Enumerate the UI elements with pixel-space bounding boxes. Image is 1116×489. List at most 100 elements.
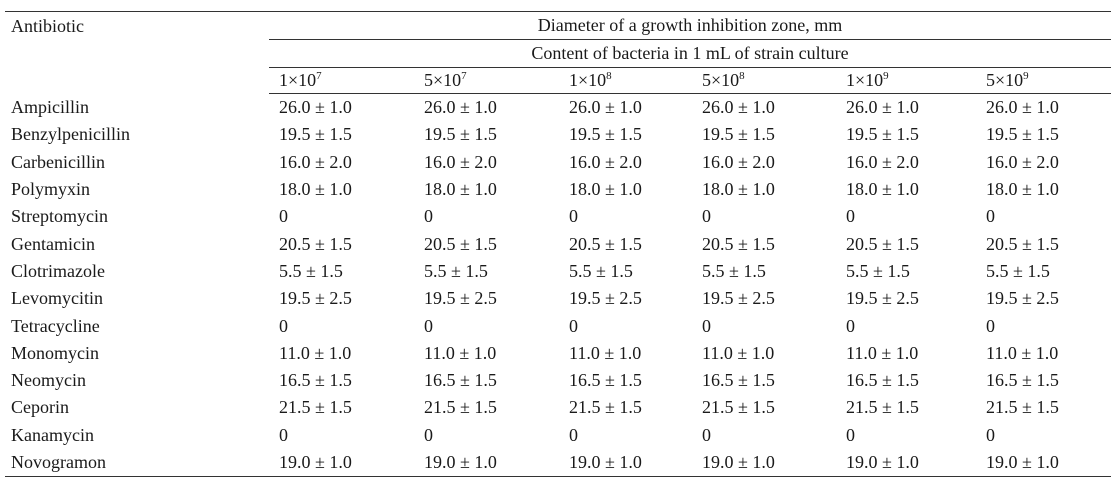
- antibiotic-name: Novogramon: [5, 448, 269, 478]
- zone-value-cell: 26.0 ± 1.0: [424, 97, 497, 118]
- zone-value-cell: 18.0 ± 1.0: [702, 179, 775, 200]
- header-row-zone: Antibiotic Diameter of a growth inhibiti…: [5, 11, 1112, 94]
- zone-value-cell: 21.5 ± 1.5: [424, 397, 497, 418]
- header-row-content: Content of bacteria in 1 mL of strain cu…: [5, 39, 1112, 68]
- zone-value-cell: 20.5 ± 1.5: [846, 233, 919, 254]
- concentration-base: 1×10: [279, 70, 317, 90]
- antibiotic-column-header: Antibiotic: [5, 11, 269, 94]
- zone-value-cell: 19.5 ± 2.5: [569, 288, 642, 309]
- zone-value-cell: 19.5 ± 2.5: [424, 288, 497, 309]
- table-row: Clotrimazole 5.5 ± 1.5 5.5 ± 1.5 5.5 ± 1.5 5…: [5, 258, 1111, 285]
- zone-value-cell: 0: [986, 315, 995, 336]
- zone-value-cell: 5.5 ± 1.5: [986, 260, 1050, 281]
- zone-value-cell: 5.5 ± 1.5: [279, 260, 343, 281]
- table-body: Ampicillin 26.0 ± 1.0 26.0 ± 1.0 26.0 ± 1.0…: [5, 94, 1112, 478]
- zone-value-cell: 19.5 ± 2.5: [846, 288, 919, 309]
- zone-value-cell: 16.5 ± 1.5: [846, 370, 919, 391]
- zone-value-cell: 19.5 ± 1.5: [846, 124, 919, 145]
- zone-value-cell: 0: [279, 206, 288, 227]
- zone-value-cell: 0: [424, 206, 433, 227]
- antibiotic-name: Polymyxin: [11, 179, 91, 200]
- zone-value-cell: 5.5 ± 1.5: [569, 260, 633, 281]
- antibiotic-table-container: Antibiotic Diameter of a growth inhibiti…: [5, 11, 1112, 478]
- antibiotic-name: Benzylpenicillin: [11, 124, 130, 145]
- concentration-base: 1×10: [569, 70, 607, 90]
- zone-value-cell: 16.5 ± 1.5: [569, 370, 642, 391]
- antibiotic-name: Ceporin: [11, 397, 69, 418]
- antibiotic-name: Tetracycline: [11, 315, 100, 336]
- zone-value-cell: 21.5 ± 1.5: [279, 397, 352, 418]
- zone-value-cell: 19.0 ± 1.0: [836, 448, 976, 478]
- zone-value-cell: 0: [424, 424, 433, 445]
- zone-value-cell: 0: [846, 206, 855, 227]
- zone-value-cell: 21.5 ± 1.5: [986, 397, 1059, 418]
- concentration-base: 5×10: [986, 70, 1024, 90]
- zone-value-cell: 5.5 ± 1.5: [846, 260, 910, 281]
- concentration-exponent: 8: [739, 70, 745, 82]
- zone-value-cell: 19.0 ± 1.0: [414, 448, 559, 478]
- concentration-base: 1×10: [846, 70, 884, 90]
- zone-value-cell: 18.0 ± 1.0: [846, 179, 919, 200]
- antibiotic-name: Ampicillin: [11, 96, 89, 117]
- concentration-header: 5×108: [692, 67, 836, 94]
- table-row: Ampicillin 26.0 ± 1.0 26.0 ± 1.0 26.0 ± 1.0…: [5, 94, 1111, 122]
- zone-value-cell: 5.5 ± 1.5: [702, 260, 766, 281]
- concentration-header: 1×107: [269, 67, 414, 94]
- zone-value-cell: 11.0 ± 1.0: [986, 342, 1059, 363]
- zone-value-cell: 21.5 ± 1.5: [702, 397, 775, 418]
- table-row: Polymyxin 18.0 ± 1.0 18.0 ± 1.0 18.0 ± 1.0 1…: [5, 176, 1111, 203]
- header-row-concentrations: 1×107 5×107 1×108 5×108 1×109 5×109: [5, 67, 1112, 94]
- table-row: Gentamicin 20.5 ± 1.5 20.5 ± 1.5 20.5 ± 1.5…: [5, 230, 1111, 257]
- zone-value-cell: 0: [569, 424, 578, 445]
- zone-value-cell: 16.0 ± 2.0: [846, 151, 919, 172]
- antibiotic-name: Neomycin: [11, 370, 86, 391]
- zone-value-cell: 19.5 ± 1.5: [569, 124, 642, 145]
- zone-value-cell: 16.0 ± 2.0: [279, 151, 352, 172]
- zone-value-cell: 19.5 ± 1.5: [702, 124, 775, 145]
- zone-value-cell: 0: [424, 315, 433, 336]
- table-row: Neomycin 16.5 ± 1.5 16.5 ± 1.5 16.5 ± 1.5 16…: [5, 367, 1111, 394]
- zone-value-cell: 26.0 ± 1.0: [986, 97, 1059, 118]
- zone-value-cell: 19.5 ± 2.5: [279, 288, 352, 309]
- table-row: Kanamycin 0 0 0 0 0 0: [5, 422, 1111, 449]
- zone-value-cell: 21.5 ± 1.5: [569, 397, 642, 418]
- zone-value-cell: 19.5 ± 1.5: [279, 124, 352, 145]
- concentration-base: 5×10: [424, 70, 462, 90]
- concentration-header: 5×107: [414, 67, 559, 94]
- zone-value-cell: 26.0 ± 1.0: [569, 97, 642, 118]
- zone-value-cell: 11.0 ± 1.0: [846, 342, 919, 363]
- antibiotic-name: Clotrimazole: [11, 260, 105, 281]
- zone-value-cell: 19.5 ± 1.5: [986, 124, 1059, 145]
- concentration-base: 5×10: [702, 70, 740, 90]
- bacteria-content-header: Content of bacteria in 1 mL of strain cu…: [269, 39, 1112, 68]
- zone-value-cell: 16.0 ± 2.0: [569, 151, 642, 172]
- table-row: Benzylpenicillin 19.5 ± 1.5 19.5 ± 1.5 19.5…: [5, 121, 1111, 148]
- antibiotic-name: Monomycin: [11, 342, 99, 363]
- zone-value-cell: 20.5 ± 1.5: [986, 233, 1059, 254]
- zone-value-cell: 0: [702, 315, 711, 336]
- zone-value-cell: 20.5 ± 1.5: [569, 233, 642, 254]
- zone-value-cell: 19.5 ± 2.5: [702, 288, 775, 309]
- antibiotic-sensitivity-table: Antibiotic Diameter of a growth inhibiti…: [5, 11, 1112, 478]
- zone-value-cell: 0: [569, 315, 578, 336]
- antibiotic-name: Streptomycin: [11, 206, 108, 227]
- table-header: Antibiotic Diameter of a growth inhibiti…: [5, 11, 1112, 94]
- concentration-exponent: 9: [1023, 70, 1029, 82]
- antibiotic-name: Kanamycin: [11, 424, 94, 445]
- zone-value-cell: 18.0 ± 1.0: [279, 179, 352, 200]
- table-row: Levomycitin 19.5 ± 2.5 19.5 ± 2.5 19.5 ± 2.…: [5, 285, 1111, 312]
- table-row: Monomycin 11.0 ± 1.0 11.0 ± 1.0 11.0 ± 1.0 1…: [5, 340, 1111, 367]
- zone-value-cell: 0: [702, 424, 711, 445]
- table-row: Novogramon 19.0 ± 1.0 19.0 ± 1.0 19.0 ± 1.0…: [5, 448, 1112, 478]
- concentration-exponent: 7: [461, 70, 467, 82]
- zone-value-cell: 20.5 ± 1.5: [702, 233, 775, 254]
- zone-value-cell: 19.0 ± 1.0: [559, 448, 692, 478]
- zone-value-cell: 0: [986, 206, 995, 227]
- zone-value-cell: 0: [846, 315, 855, 336]
- zone-value-cell: 0: [569, 206, 578, 227]
- concentration-header: 1×108: [559, 67, 692, 94]
- zone-value-cell: 16.5 ± 1.5: [279, 370, 352, 391]
- zone-value-cell: 18.0 ± 1.0: [424, 179, 497, 200]
- zone-value-cell: 26.0 ± 1.0: [279, 97, 352, 118]
- zone-value-cell: 11.0 ± 1.0: [569, 342, 642, 363]
